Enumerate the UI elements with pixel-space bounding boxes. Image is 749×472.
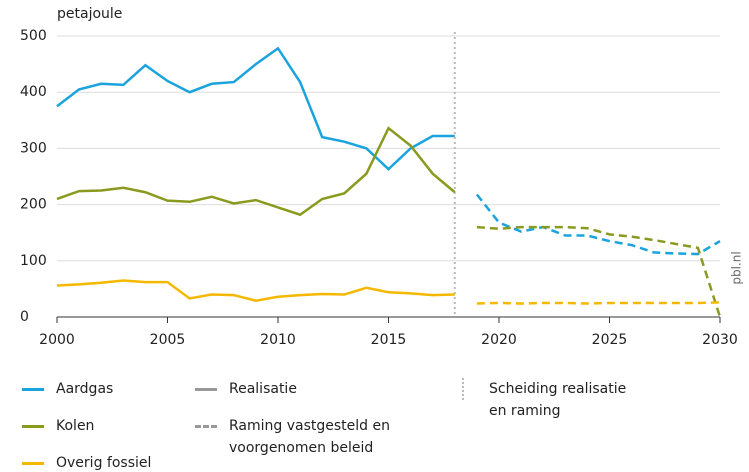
y-tick-label: 100 [20,253,47,269]
y-tick-label: 500 [20,28,47,44]
legend-swatch [462,378,467,400]
y-tick-label: 0 [20,309,29,325]
legend-label: Aardgas [56,381,114,397]
y-axis-label: petajoule [57,6,122,22]
y-tick-label: 200 [20,197,47,213]
legend-item: Aardgas [22,378,196,400]
series-line [56,279,455,302]
legend-label: Overig fossiel [56,455,152,471]
x-tick-label: 2025 [592,332,628,348]
x-tick-label: 2015 [371,332,407,348]
source: pbl.nl [730,251,744,284]
y-tick-label: 300 [20,140,47,156]
y-tick-label: 400 [20,84,47,100]
chart: petajoule pbl.nl 0 100 200 300 400 500 2000 200… [20,6,744,348]
legend-swatch [22,425,44,428]
legend-swatch [22,388,44,391]
x-tick-label: 2000 [39,332,75,348]
x-tick-label: 2030 [702,332,738,348]
legend-label: Raming vastgesteld en voorgenomen beleid [229,418,390,456]
series-line [476,301,721,305]
legend-label: Scheiding realisatie en raming [489,381,627,419]
legend-label: Realisatie [229,381,297,397]
series-line [475,193,721,256]
legend-item: Kolen [22,415,196,437]
x-tick-label: 2005 [150,332,186,348]
series-line [56,46,455,171]
legend-label: Kolen [56,418,95,434]
x-tick-label: 2010 [260,332,296,348]
legend-item: Raming vastgesteld en voorgenomen beleid [195,415,449,459]
series-line [476,225,722,318]
legend-item: Realisatie [195,378,449,400]
series-line [56,126,456,217]
legend-swatch [195,388,217,391]
legend-item: Scheiding realisatie en raming [462,378,639,422]
legend-swatch [195,425,217,428]
legend-swatch [22,462,44,465]
legend-item: Overig fossiel [22,452,196,472]
x-tick-label: 2020 [481,332,517,348]
